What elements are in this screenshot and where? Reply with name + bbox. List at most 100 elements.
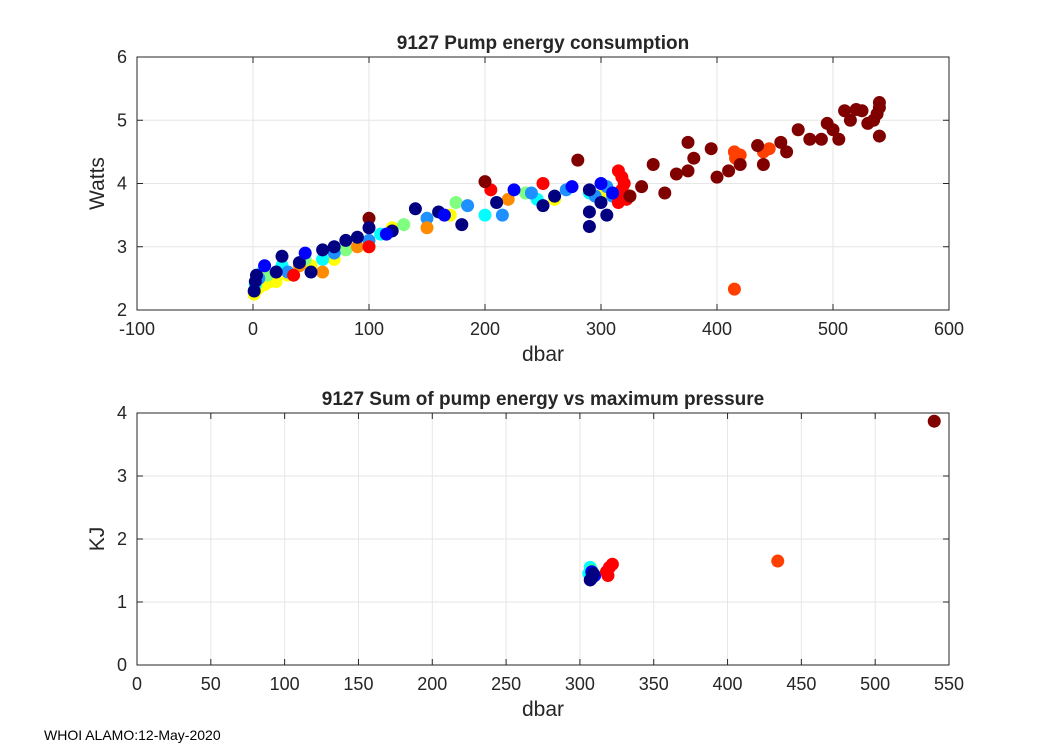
- top-point-dark-red: [722, 164, 736, 178]
- top-point-dark-red: [635, 180, 649, 194]
- bottom-x-tick-label: 250: [491, 674, 521, 694]
- top-point-light-green: [339, 243, 353, 257]
- top-point-dark-blue: [548, 189, 562, 203]
- top-y-tick-label: 6: [117, 47, 127, 67]
- top-point-dark-red: [733, 158, 747, 172]
- top-point-dark-red: [803, 132, 817, 146]
- bottom-x-tick-label: 300: [565, 674, 595, 694]
- top-point-dark-blue: [582, 183, 596, 197]
- bottom-x-tick-label: 150: [343, 674, 373, 694]
- top-chart-title: 9127 Pump energy consumption: [397, 33, 689, 54]
- top-point-dark-blue: [350, 230, 364, 244]
- bottom-x-tick-label: 50: [201, 674, 221, 694]
- top-point-light-green: [449, 195, 463, 209]
- top-point-dark-red: [872, 129, 886, 143]
- top-point-dark-red: [751, 139, 765, 153]
- top-point-orange: [350, 240, 364, 254]
- top-point-orange: [316, 265, 330, 279]
- top-point-light-green: [397, 218, 411, 232]
- top-x-tick-label: -100: [119, 319, 155, 339]
- top-point-dark-red: [774, 135, 788, 149]
- top-point-blue: [507, 183, 521, 197]
- top-point-dark-blue: [490, 195, 504, 209]
- top-point-dark-red: [646, 158, 660, 172]
- top-point-dark-blue: [600, 208, 614, 222]
- top-point-red-orange: [762, 142, 776, 156]
- top-y-axis-label: Watts: [86, 157, 109, 210]
- bottom-x-tick-label: 200: [417, 674, 447, 694]
- top-y-tick-label: 5: [117, 110, 127, 130]
- bottom-x-tick-label: 550: [934, 674, 964, 694]
- top-x-tick-label: 400: [702, 319, 732, 339]
- top-point-dark-red: [780, 145, 794, 159]
- top-point-cyan: [316, 252, 330, 266]
- bottom-point-red: [601, 569, 615, 583]
- top-point-blue: [298, 246, 312, 260]
- bottom-chart-title: 9127 Sum of pump energy vs maximum press…: [322, 389, 764, 410]
- top-point-dark-blue: [292, 256, 306, 270]
- footer-label: WHOI ALAMO:12-May-2020: [44, 727, 221, 743]
- top-y-tick-label: 2: [117, 300, 127, 320]
- bottom-x-tick-label: 100: [270, 674, 300, 694]
- top-point-dark-red: [681, 135, 695, 149]
- bottom-y-tick-label: 4: [117, 403, 127, 423]
- top-point-red: [536, 177, 550, 190]
- bottom-point-dark-red: [927, 414, 941, 428]
- top-point-red: [362, 240, 376, 254]
- top-point-dark-red: [669, 167, 683, 181]
- bottom-y-tick-label: 1: [117, 592, 127, 612]
- bottom-y-tick-label: 2: [117, 529, 127, 549]
- top-x-tick-label: 0: [248, 319, 258, 339]
- bottom-y-tick-label: 3: [117, 466, 127, 486]
- bottom-y-tick-label: 0: [117, 655, 127, 675]
- top-point-dark-red: [872, 96, 886, 110]
- top-point-dark-blue: [316, 243, 330, 257]
- top-point-dark-blue: [536, 199, 550, 213]
- top-point-dark-red: [756, 158, 770, 172]
- bottom-y-axis-label: KJ: [86, 527, 109, 552]
- top-point-orange: [420, 221, 434, 235]
- top-point-dark-blue: [249, 268, 263, 282]
- top-point-dark-red: [814, 132, 828, 146]
- bottom-chart: 0 50 100 150 200 250 300 350 400 450 500 550 0 1 2 3 4 91…: [86, 389, 964, 721]
- top-point-sky-blue: [420, 211, 434, 225]
- top-point-red-orange: [727, 282, 741, 296]
- top-point-dark-red: [687, 151, 701, 165]
- top-point-cyan: [478, 208, 492, 222]
- bottom-point-red: [605, 557, 619, 571]
- top-point-blue: [437, 208, 451, 222]
- top-point-dark-red: [832, 132, 846, 146]
- top-point-dark-red: [623, 189, 637, 203]
- top-point-dark-blue: [327, 240, 341, 254]
- bottom-x-tick-label: 0: [132, 674, 142, 694]
- top-point-dark-blue: [594, 195, 608, 209]
- top-chart: -100 0 100 200 300 400 500 600 2 3 4 5 6 9127 Pump en…: [86, 33, 964, 366]
- top-point-dark-blue: [269, 265, 283, 279]
- top-point-dark-red: [838, 104, 852, 118]
- top-point-blue: [379, 227, 393, 241]
- top-point-dark-blue: [362, 221, 376, 235]
- bottom-x-axis-label: dbar: [522, 698, 564, 721]
- top-point-dark-blue: [408, 202, 422, 216]
- top-point-dark-red: [791, 123, 805, 137]
- top-x-tick-label: 200: [470, 319, 500, 339]
- top-point-dark-red: [681, 164, 695, 178]
- top-point-dark-red: [826, 123, 840, 137]
- top-point-dark-red: [704, 142, 718, 156]
- top-point-yellow: [269, 275, 283, 289]
- bottom-point-dark-blue: [585, 571, 599, 585]
- top-x-tick-label: 300: [586, 319, 616, 339]
- top-x-tick-label: 100: [354, 319, 384, 339]
- bottom-x-tick-label: 500: [860, 674, 890, 694]
- top-y-tick-label: 3: [117, 237, 127, 257]
- top-point-dark-blue: [582, 220, 596, 234]
- top-point-sky-blue: [495, 208, 509, 222]
- top-point-dark-red: [478, 175, 492, 189]
- top-point-blue: [606, 186, 620, 200]
- top-point-sky-blue: [461, 199, 475, 213]
- top-point-blue: [565, 180, 579, 194]
- top-point-dark-blue: [455, 218, 469, 232]
- top-point-dark-blue: [304, 265, 318, 279]
- top-point-dark-blue: [247, 284, 261, 298]
